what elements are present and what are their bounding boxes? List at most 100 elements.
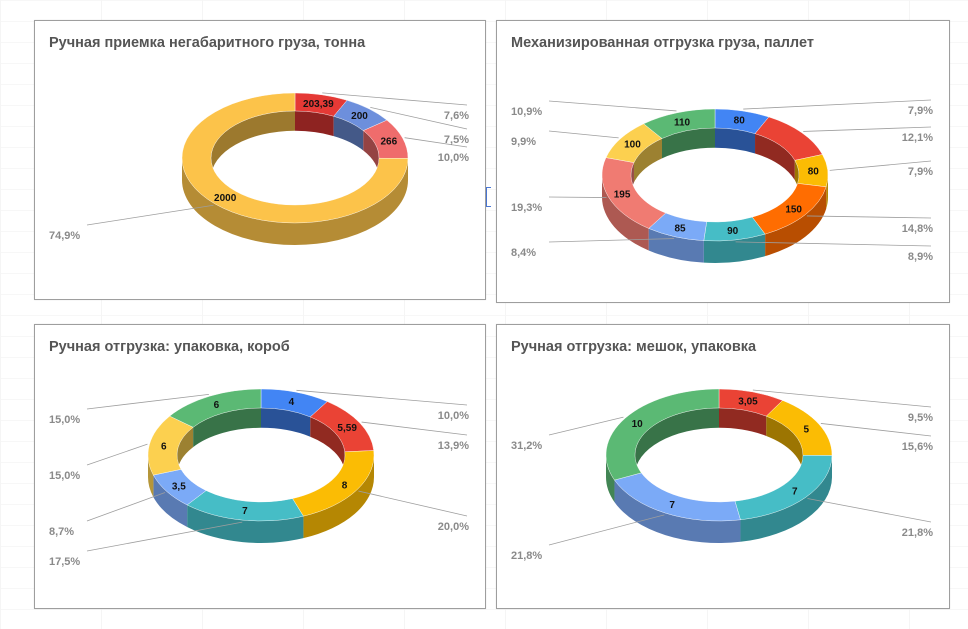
chart-title: Ручная отгрузка: мешок, упаковка	[511, 339, 757, 355]
slice-value-label: 5,59	[337, 423, 357, 434]
slice-value-label: 90	[727, 226, 739, 237]
slice-side	[153, 475, 188, 527]
leader-line	[803, 126, 932, 132]
slice-value-label: 7	[242, 506, 248, 517]
slice-percent-label: 21,8%	[511, 550, 542, 562]
slice-value-label: 8	[342, 480, 348, 491]
leader-lines	[86, 389, 468, 552]
leader-line	[86, 204, 214, 226]
slice-value-label: 100	[624, 140, 641, 151]
slice-side	[182, 158, 408, 245]
slice-side	[703, 234, 766, 263]
leader-line	[743, 99, 932, 110]
leader-line	[358, 490, 468, 517]
slice-value-label: 6	[214, 400, 220, 411]
ring-sides	[606, 408, 832, 543]
slice-percent-label: 7,5%	[444, 134, 469, 146]
slice-value-label: 4	[289, 397, 295, 408]
chart-panel-mechanized-shipment[interactable]: Механизированная отгрузка груза, паллет …	[496, 20, 950, 303]
leader-lines	[548, 99, 932, 247]
slice-percent-label: 7,9%	[908, 166, 933, 178]
slice-side	[602, 175, 649, 251]
chart-panel-manual-bag-shipment[interactable]: Ручная отгрузка: мешок, упаковка 3,05 9,5…	[496, 324, 950, 609]
leader-line	[548, 100, 677, 112]
labels: 4 10,0% 5,59 13,9% 8 20,0% 7 17,5% 3,5 8,7% 6 15,0%…	[49, 397, 469, 568]
leader-line	[296, 389, 468, 406]
leader-line	[735, 241, 932, 247]
leader-line	[86, 443, 148, 466]
slice-side	[363, 130, 379, 178]
leader-line	[807, 498, 932, 523]
leader-line	[829, 160, 932, 171]
leader-line	[548, 238, 675, 243]
leader-line	[86, 521, 243, 552]
leader-line	[370, 106, 468, 130]
slice-side	[261, 408, 311, 437]
leader-line	[548, 196, 607, 198]
slice-percent-label: 9,9%	[511, 136, 536, 148]
slice-percent-label: 10,0%	[438, 152, 469, 164]
slice-side	[719, 408, 767, 436]
slice-side	[635, 408, 719, 475]
cell-selection-handle[interactable]	[486, 187, 491, 207]
slice-side	[755, 133, 795, 181]
slice-value-label: 5	[803, 424, 809, 435]
slice-side	[211, 111, 295, 178]
leader-line	[322, 92, 468, 106]
slice-value-label: 85	[674, 223, 686, 234]
slice-percent-label: 15,0%	[49, 470, 80, 482]
ring-tops	[147, 388, 375, 522]
leader-line	[404, 137, 468, 148]
chart-title: Ручная приемка негабаритного груза, тонн…	[49, 35, 366, 51]
slice-side	[606, 455, 615, 503]
slice-side	[633, 138, 662, 183]
leader-line	[86, 393, 209, 410]
donut-chart-svg: 3,05 9,5% 5 15,6% 7 21,8% 7 21,8% 10 31,2%	[511, 388, 933, 562]
leader-line	[548, 514, 665, 546]
donut-chart-svg: 4 10,0% 5,59 13,9% 8 20,0% 7 17,5% 3,5 8,7% 6 15,0%…	[49, 388, 469, 568]
ring-tops	[601, 108, 829, 242]
slice-percent-label: 10,0%	[438, 410, 469, 422]
slice-percent-label: 7,6%	[444, 110, 469, 122]
chart-title: Ручная отгрузка: упаковка, короб	[49, 339, 290, 355]
leader-line	[752, 389, 932, 408]
slice-percent-label: 21,8%	[902, 527, 933, 539]
slice-percent-label: 9,5%	[908, 412, 933, 424]
slice-side	[295, 111, 334, 137]
chart-panel-manual-oversize-receipt[interactable]: Ручная приемка негабаритного груза, тонн…	[34, 20, 486, 300]
slice-value-label: 6	[161, 441, 167, 452]
slice-side	[648, 228, 704, 263]
slice-side	[766, 416, 803, 475]
chart-panel-manual-box-shipment[interactable]: Ручная отгрузка: упаковка, короб 4 10,0% 5…	[34, 324, 486, 609]
labels: 3,05 9,5% 5 15,6% 7 21,8% 7 21,8% 10 31,2%	[511, 397, 933, 562]
slice-side	[187, 504, 304, 543]
slice-value-label: 110	[674, 117, 691, 128]
slice-side	[715, 128, 756, 154]
slice-value-label: 3,5	[172, 482, 186, 493]
slice-percent-label: 20,0%	[438, 521, 469, 533]
slice-value-label: 80	[734, 116, 746, 127]
slice-percent-label: 19,3%	[511, 202, 542, 214]
slice-value-label: 10	[632, 419, 644, 430]
slice-percent-label: 8,7%	[49, 526, 74, 538]
leader-line	[820, 423, 932, 437]
donut-chart-svg: 80 7,9% 12,1% 80 7,9% 150 14,8% 90 8,9% 85 8,4% 195…	[511, 99, 933, 263]
labels: 80 7,9% 12,1% 80 7,9% 150 14,8% 90 8,9% 85 8,4% 195…	[511, 105, 933, 263]
slice-value-label: 195	[614, 189, 631, 200]
slice-percent-label: 8,9%	[908, 251, 933, 263]
slice-top[interactable]	[605, 388, 720, 481]
ring-tops	[181, 92, 409, 224]
slice-value-label: 150	[785, 204, 802, 215]
slice-value-label: 2000	[214, 193, 237, 204]
slice-top[interactable]	[169, 388, 262, 428]
slice-percent-label: 31,2%	[511, 440, 542, 452]
slice-side	[310, 416, 345, 472]
slice-side	[177, 427, 194, 475]
leader-line	[86, 492, 166, 522]
slice-percent-label: 12,1%	[902, 132, 933, 144]
slice-top[interactable]	[643, 108, 716, 139]
slice-top[interactable]	[181, 92, 409, 224]
slice-percent-label: 13,9%	[438, 440, 469, 452]
leader-line	[806, 215, 932, 219]
slice-percent-label: 17,5%	[49, 556, 80, 568]
